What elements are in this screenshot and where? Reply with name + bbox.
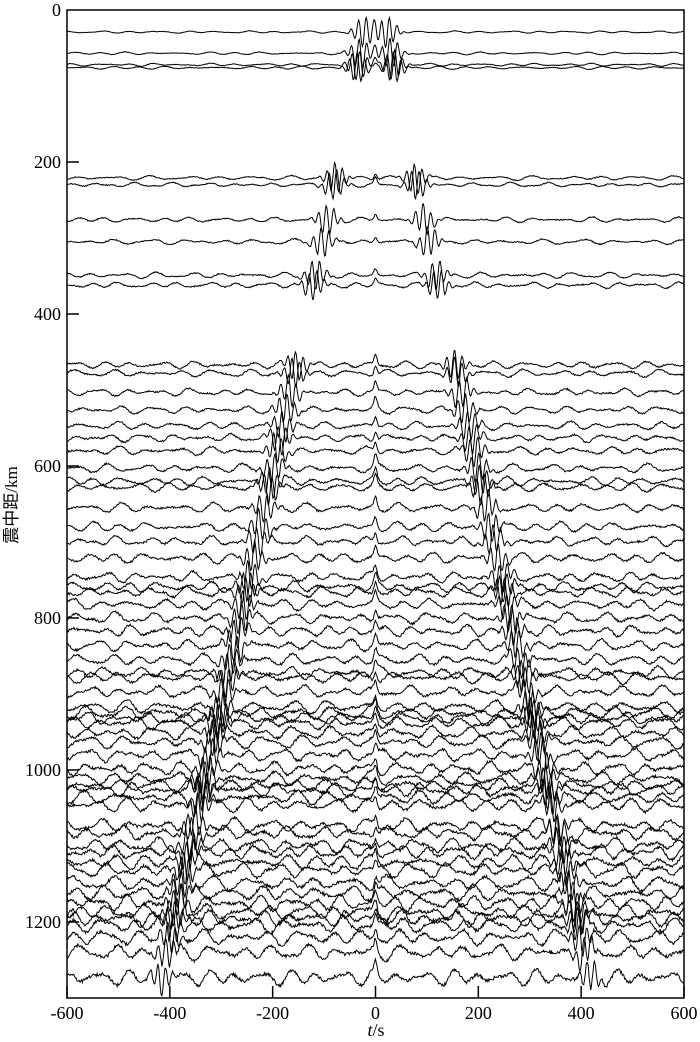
y-tick-label: 0 [52,0,61,20]
waveform-trace [67,900,684,936]
waveform-trace [67,845,684,881]
waveform-trace [67,827,684,862]
waveform-trace [67,260,684,291]
x-axis: -600 -400 -200 0 200 400 600 [51,986,698,1023]
y-tick-label: 1200 [25,912,61,932]
traces-group [67,15,684,997]
waveform-trace [67,767,684,802]
x-tick-label: 400 [568,1003,595,1023]
waveform-trace [67,373,684,409]
x-tick-label: 200 [465,1003,492,1023]
waveform-trace [67,225,684,257]
waveform-trace [67,884,684,923]
waveform-trace [67,957,684,997]
waveform-trace [67,664,684,698]
waveform-trace [67,643,684,680]
waveform-trace [67,934,684,974]
waveform-trace [67,921,684,957]
waveform-trace [67,736,684,771]
x-tick-label: 0 [371,1003,380,1023]
waveform-trace [67,804,684,845]
waveform-trace [67,269,684,301]
waveform-trace [67,576,684,608]
waveform-trace [67,874,684,912]
waveform-trace [67,727,684,762]
waveform-trace [67,431,684,468]
x-axis-label: t/s [367,1020,384,1040]
y-tick-label: 1000 [25,760,61,780]
waveform-trace [67,603,684,635]
x-tick-label: -600 [51,1003,84,1023]
waveform-trace [67,47,684,81]
waveform-trace [67,392,684,424]
waveform-trace [67,570,684,603]
waveform-trace [67,695,684,729]
waveform-trace [67,472,684,506]
waveform-trace [67,761,684,796]
waveform-trace [67,161,684,196]
waveform-trace [67,615,684,649]
waveform-trace [67,50,684,83]
y-axis-label: 震中距/km [2,466,21,543]
x-axis-label-unit: /s [373,1020,385,1040]
waveform-trace [67,423,684,456]
waveform-trace [67,410,684,443]
y-tick-label: 800 [34,608,61,628]
waveform-trace [67,451,684,485]
waveform-trace [67,689,684,722]
waveform-trace [67,356,684,388]
waveform-trace [67,789,684,823]
waveform-trace [67,676,684,711]
x-tick-label: -200 [256,1003,289,1023]
waveform-trace [67,15,684,49]
waveform-trace [67,202,684,236]
x-tick-label: -400 [153,1003,186,1023]
waveform-trace [67,507,684,543]
waveform-trace [67,837,684,871]
waveform-trace [67,629,684,664]
x-axis-label-variable: t [367,1020,373,1040]
y-axis: 0 200 400 600 800 1000 1200 [25,0,79,932]
waveform-trace [67,488,684,523]
waveform-trace [67,816,684,851]
waveform-trace [67,652,684,688]
waveform-trace [67,168,684,201]
waveform-trace [67,714,684,754]
waveform-trace [67,559,684,594]
waveform-trace [67,524,684,559]
waveform-trace [67,539,684,572]
y-tick-label: 400 [34,304,61,324]
y-tick-label: 200 [34,152,61,172]
waveform-trace [67,37,684,68]
waveform-trace [67,751,684,786]
waveform-trace [67,868,684,901]
waveform-trace [67,708,684,743]
y-tick-label: 600 [34,456,61,476]
waveform-trace [67,350,684,382]
waveform-trace [67,776,684,813]
x-tick-label: 600 [671,1003,698,1023]
waveform-trace [67,588,684,624]
waveform-trace [67,856,684,889]
